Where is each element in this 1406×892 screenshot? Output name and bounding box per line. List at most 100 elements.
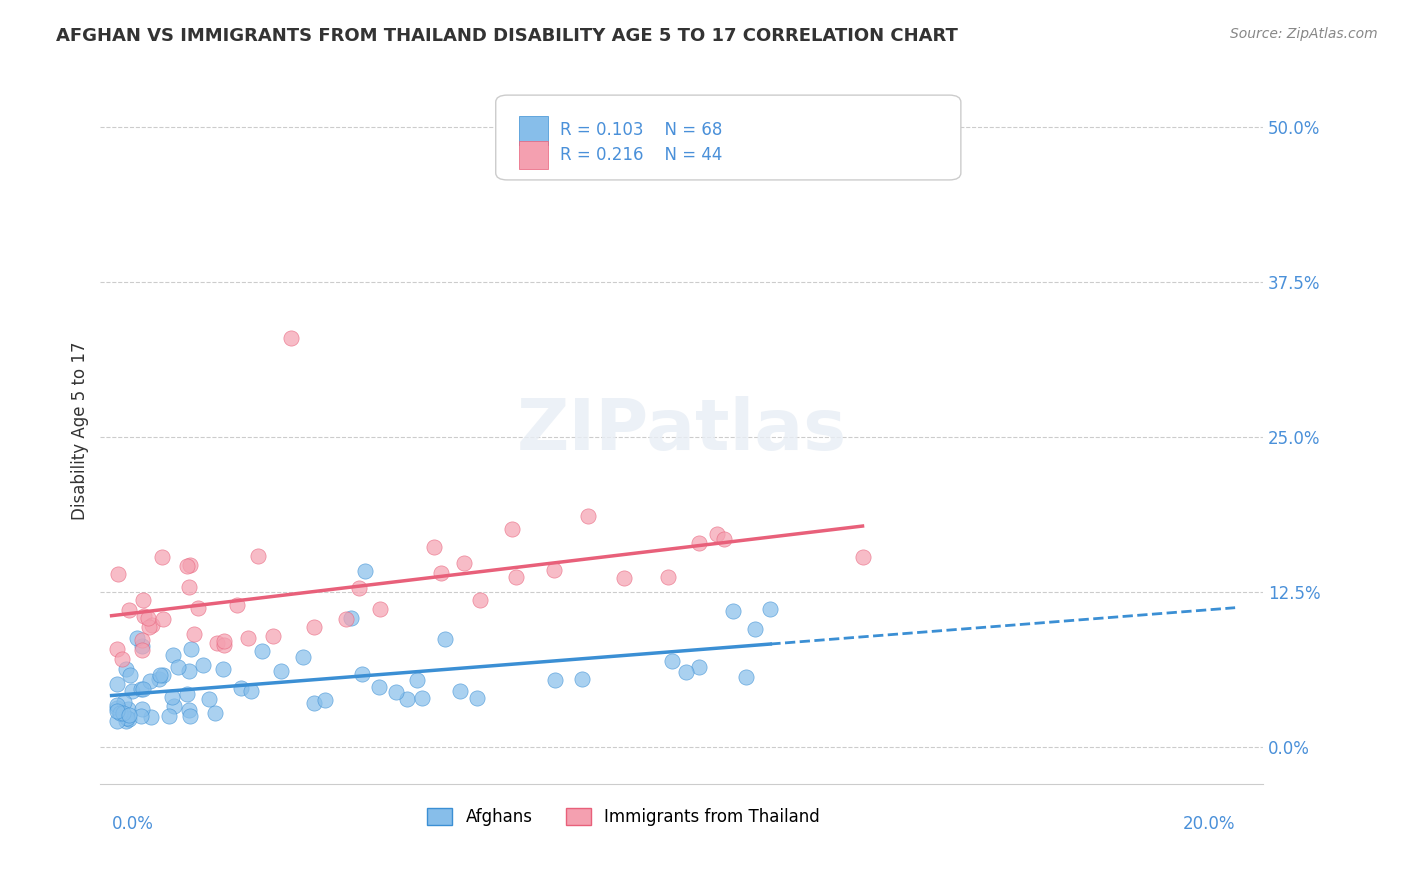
Point [851,550,873,565]
Text: ZIPatlas: ZIPatlas [517,396,846,466]
Point [112,695,135,709]
Point [162,648,184,662]
Text: R = 0.216    N = 44: R = 0.216 N = 44 [560,146,723,164]
Point [107,566,129,581]
Point [314,693,336,707]
Text: 20.0%: 20.0% [1182,815,1234,833]
Point [453,556,475,570]
Point [118,707,141,722]
Point [105,677,128,691]
Point [430,566,453,580]
Point [139,673,162,688]
Point [179,709,201,723]
Point [179,558,201,573]
Point [450,684,472,698]
Point [204,706,226,720]
Point [117,702,139,716]
Point [571,672,593,686]
Point [141,617,163,632]
Point [291,649,314,664]
Point [131,640,153,654]
Y-axis label: Disability Age 5 to 17: Disability Age 5 to 17 [72,342,89,520]
FancyBboxPatch shape [496,95,960,180]
Point [167,660,190,674]
Point [105,698,128,712]
Point [187,601,209,615]
Point [131,633,153,648]
Point [115,662,138,676]
Point [111,651,134,665]
Point [176,687,198,701]
Point [578,508,600,523]
Text: AFGHAN VS IMMIGRANTS FROM THAILAND DISABILITY AGE 5 TO 17 CORRELATION CHART: AFGHAN VS IMMIGRANTS FROM THAILAND DISAB… [56,27,957,45]
Point [105,701,128,715]
Point [163,698,186,713]
Point [759,602,782,616]
Point [139,710,162,724]
Point [406,673,429,687]
Point [411,690,433,705]
Point [368,680,391,694]
Point [183,627,205,641]
Point [250,643,273,657]
Point [239,684,262,698]
Point [131,642,153,657]
Point [131,702,153,716]
Point [211,662,233,676]
Point [129,681,152,696]
Legend: Afghans, Immigrants from Thailand: Afghans, Immigrants from Thailand [420,801,827,832]
Point [150,550,173,565]
Text: R = 0.103    N = 68: R = 0.103 N = 68 [560,121,723,139]
Text: 0.0%: 0.0% [111,815,153,833]
Point [236,631,259,645]
Text: Source: ZipAtlas.com: Source: ZipAtlas.com [1230,27,1378,41]
Point [177,580,200,594]
Point [120,668,142,682]
Point [176,558,198,573]
Point [721,604,744,618]
Point [117,711,139,725]
Point [246,549,269,563]
Point [735,670,758,684]
Point [214,634,236,648]
Point [132,592,155,607]
Point [110,706,132,720]
Point [302,697,325,711]
Point [136,611,159,625]
Point [177,665,200,679]
Point [270,664,292,678]
Point [177,703,200,717]
Point [713,533,735,547]
Point [111,706,134,721]
Point [125,632,148,646]
Point [105,704,128,718]
Point [231,681,253,695]
Point [121,683,143,698]
Point [335,612,357,626]
Point [262,629,284,643]
Point [191,658,214,673]
Point [225,599,247,613]
Point [661,654,683,668]
Point [118,712,141,726]
Point [675,665,697,680]
Point [688,659,710,673]
Point [501,522,523,536]
Point [197,692,219,706]
Point [368,602,391,616]
Point [384,685,406,699]
Point [152,667,174,681]
Point [347,581,370,595]
Point [543,673,565,688]
Point [152,612,174,626]
Point [148,672,170,686]
Point [465,690,488,705]
Bar [519,116,548,145]
Point [149,668,172,682]
Point [134,608,156,623]
Point [395,692,418,706]
Point [157,709,180,723]
Point [105,642,128,657]
Point [302,620,325,634]
Point [340,610,363,624]
